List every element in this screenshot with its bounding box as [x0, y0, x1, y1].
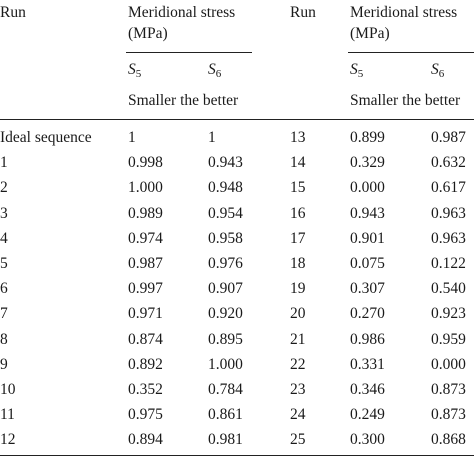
header-unit-left: (MPa) [128, 25, 168, 42]
cell-s5-right: 0.000 [350, 179, 385, 196]
cell-s5-right: 0.899 [350, 129, 385, 146]
header-unit-right: (MPa) [350, 25, 390, 42]
header-s5-left: S5 [128, 61, 142, 80]
cell-s5-left: 0.974 [128, 230, 163, 247]
cell-s6-left: 0.948 [208, 179, 243, 196]
cell-s6-left: 0.976 [208, 255, 243, 272]
cell-run-left: 6 [0, 280, 8, 297]
cell-s6-right: 0.632 [431, 154, 466, 171]
cell-run-left: Ideal sequence [0, 129, 92, 146]
cell-run-right: 16 [290, 205, 306, 222]
cell-s6-left: 1.000 [208, 356, 243, 373]
cell-s6-right: 0.000 [431, 356, 466, 373]
cell-s5-left: 0.971 [128, 305, 163, 322]
cell-s6-left: 1 [208, 129, 216, 146]
header-rule-left [126, 52, 252, 53]
cell-s5-left: 0.894 [128, 431, 163, 448]
cell-s5-left: 0.997 [128, 280, 163, 297]
cell-s5-right: 0.329 [350, 154, 385, 171]
header-s6-right: S6 [431, 61, 445, 80]
header-criterion-left: Smaller the better [128, 92, 239, 109]
cell-s6-left: 0.981 [208, 431, 243, 448]
cell-s5-left: 1.000 [128, 179, 163, 196]
cell-s5-right: 0.346 [350, 381, 385, 398]
cell-s6-right: 0.959 [431, 331, 466, 348]
cell-s5-left: 0.989 [128, 205, 163, 222]
cell-run-right: 25 [290, 431, 306, 448]
cell-run-left: 3 [0, 205, 8, 222]
cell-run-right: 20 [290, 305, 306, 322]
cell-run-left: 1 [0, 154, 8, 171]
cell-s6-right: 0.987 [431, 129, 466, 146]
header-s5-right: S5 [350, 61, 364, 80]
cell-s5-left: 0.975 [128, 406, 163, 423]
cell-s6-right: 0.923 [431, 305, 466, 322]
cell-s6-right: 0.873 [431, 406, 466, 423]
cell-run-right: 14 [290, 154, 306, 171]
cell-run-right: 19 [290, 280, 306, 297]
cell-s5-right: 0.300 [350, 431, 385, 448]
cell-s6-left: 0.895 [208, 331, 243, 348]
cell-s5-right: 0.901 [350, 230, 385, 247]
cell-run-right: 21 [290, 331, 306, 348]
cell-s5-left: 1 [128, 129, 136, 146]
table-bottom-rule [0, 455, 474, 456]
cell-run-left: 9 [0, 356, 8, 373]
cell-s6-left: 0.958 [208, 230, 243, 247]
cell-s5-right: 0.307 [350, 280, 385, 297]
cell-s6-left: 0.784 [208, 381, 243, 398]
cell-run-left: 7 [0, 305, 8, 322]
cell-run-right: 15 [290, 179, 306, 196]
header-stress-left: Meridional stress [128, 4, 236, 21]
cell-s6-right: 0.122 [431, 255, 466, 272]
cell-run-left: 10 [0, 381, 16, 398]
cell-s5-right: 0.270 [350, 305, 385, 322]
cell-s5-left: 0.352 [128, 381, 163, 398]
header-bottom-rule [0, 119, 474, 120]
header-rule-right [348, 52, 474, 53]
cell-run-right: 23 [290, 381, 306, 398]
cell-s6-right: 0.868 [431, 431, 466, 448]
header-criterion-right: Smaller the better [350, 92, 461, 109]
cell-run-left: 8 [0, 331, 8, 348]
cell-s6-right: 0.963 [431, 230, 466, 247]
cell-s6-right: 0.540 [431, 280, 466, 297]
cell-run-left: 2 [0, 179, 8, 196]
header-run-left: Run [0, 4, 26, 21]
cell-run-left: 11 [0, 406, 15, 423]
cell-s6-right: 0.617 [431, 179, 466, 196]
cell-s6-left: 0.920 [208, 305, 243, 322]
cell-run-right: 17 [290, 230, 306, 247]
header-s6-left: S6 [208, 61, 222, 80]
cell-s5-right: 0.986 [350, 331, 385, 348]
cell-s5-left: 0.874 [128, 331, 163, 348]
cell-s5-right: 0.075 [350, 255, 385, 272]
cell-s6-right: 0.963 [431, 205, 466, 222]
header-stress-right: Meridional stress [350, 4, 458, 21]
cell-s6-left: 0.954 [208, 205, 243, 222]
cell-s5-right: 0.249 [350, 406, 385, 423]
cell-s6-left: 0.943 [208, 154, 243, 171]
cell-run-right: 13 [290, 129, 306, 146]
cell-s5-left: 0.998 [128, 154, 163, 171]
cell-s5-left: 0.987 [128, 255, 163, 272]
cell-run-right: 24 [290, 406, 306, 423]
cell-s6-left: 0.907 [208, 280, 243, 297]
cell-s6-right: 0.873 [431, 381, 466, 398]
cell-s5-right: 0.943 [350, 205, 385, 222]
cell-s5-left: 0.892 [128, 356, 163, 373]
cell-s5-right: 0.331 [350, 356, 385, 373]
header-run-right: Run [290, 4, 316, 21]
cell-run-left: 12 [0, 431, 16, 448]
cell-run-left: 4 [0, 230, 8, 247]
cell-run-left: 5 [0, 255, 8, 272]
cell-run-right: 18 [290, 255, 306, 272]
cell-s6-left: 0.861 [208, 406, 243, 423]
cell-run-right: 22 [290, 356, 306, 373]
